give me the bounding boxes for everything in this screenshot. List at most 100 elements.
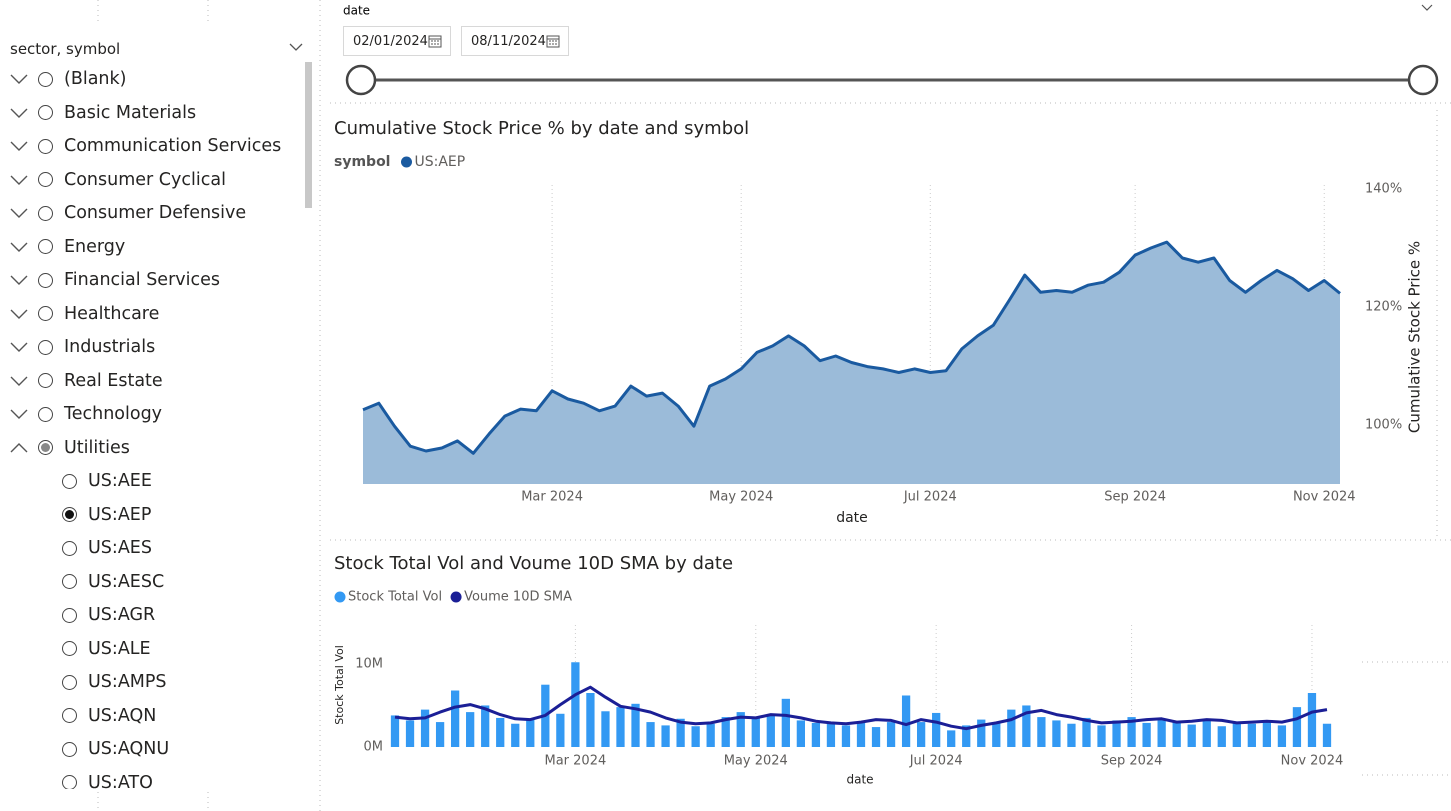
- symbol-item[interactable]: US:AEP: [62, 500, 151, 530]
- bar: [1127, 717, 1136, 747]
- radio[interactable]: [62, 708, 77, 723]
- bar: [886, 722, 896, 747]
- radio[interactable]: [38, 138, 53, 154]
- collapse-icon[interactable]: [1421, 4, 1433, 11]
- sector-item[interactable]: Consumer Cyclical: [10, 165, 226, 195]
- expand-icon[interactable]: [10, 274, 28, 286]
- sector-item[interactable]: Communication Services: [10, 131, 281, 161]
- sector-label: Real Estate: [64, 370, 163, 391]
- radio[interactable]: [38, 339, 53, 355]
- radio[interactable]: [62, 775, 77, 789]
- radio[interactable]: [38, 440, 53, 455]
- expand-icon[interactable]: [10, 241, 28, 253]
- bar: [1202, 720, 1211, 747]
- bar: [481, 705, 490, 747]
- date-start[interactable]: 02/01/2024: [343, 26, 451, 56]
- sector-item[interactable]: Financial Services: [10, 265, 220, 295]
- sector-label: Consumer Defensive: [64, 203, 247, 223]
- symbol-item[interactable]: US:AES: [62, 533, 152, 563]
- radio[interactable]: [38, 373, 53, 388]
- bar: [871, 727, 881, 747]
- symbol-item[interactable]: US:ALE: [62, 634, 151, 664]
- symbol-item[interactable]: US:AEE: [62, 466, 152, 496]
- bar: [616, 707, 625, 747]
- symbol-item[interactable]: US:AQNU: [62, 734, 169, 764]
- expand-icon[interactable]: [10, 308, 28, 320]
- calendar-icon: [546, 35, 560, 48]
- radio[interactable]: [62, 741, 77, 757]
- expand-icon[interactable]: [10, 174, 28, 186]
- y-axis-title: Cumulative Stock Price %: [1406, 241, 1424, 433]
- sector-label: Communication Services: [64, 136, 282, 156]
- legend-marker: [401, 156, 412, 168]
- bar: [450, 690, 460, 747]
- symbol-label: US:AGR: [88, 605, 156, 625]
- bar: [1082, 717, 1091, 747]
- bar: [766, 715, 775, 747]
- bar: [856, 721, 866, 747]
- sector-item[interactable]: Healthcare: [10, 299, 159, 329]
- expand-icon[interactable]: [10, 140, 28, 152]
- legend-label: US:AEP: [415, 154, 466, 170]
- bar: [1007, 709, 1016, 747]
- radio[interactable]: [38, 71, 53, 87]
- bar: [390, 715, 400, 747]
- radio[interactable]: [62, 473, 77, 489]
- symbol-item[interactable]: US:AESC: [62, 567, 164, 597]
- range-handle-start[interactable]: [345, 64, 377, 96]
- sector-item[interactable]: (Blank): [10, 64, 126, 94]
- x-axis-title: date: [846, 773, 873, 787]
- date-end[interactable]: 08/11/2024: [461, 26, 569, 56]
- symbol-label: US:AEE: [88, 471, 152, 491]
- expand-icon[interactable]: [10, 442, 28, 454]
- bar: [631, 703, 640, 747]
- x-tick-label: Nov 2024: [1281, 754, 1344, 769]
- radio[interactable]: [38, 239, 53, 254]
- radio[interactable]: [62, 574, 77, 589]
- symbol-label: US:AEP: [88, 504, 152, 525]
- scrollbar[interactable]: [305, 62, 312, 208]
- radio[interactable]: [62, 674, 77, 690]
- symbol-item[interactable]: US:AQN: [62, 701, 156, 731]
- expand-icon[interactable]: [10, 207, 28, 219]
- radio[interactable]: [38, 105, 53, 120]
- expand-icon[interactable]: [10, 375, 28, 387]
- symbol-item[interactable]: US:AMPS: [62, 667, 167, 697]
- radio[interactable]: [62, 540, 77, 556]
- sector-item[interactable]: Industrials: [10, 332, 155, 362]
- sector-item[interactable]: Basic Materials: [10, 98, 196, 128]
- symbol-item[interactable]: US:AGR: [62, 600, 155, 630]
- radio[interactable]: [62, 507, 77, 522]
- slicer-menu[interactable]: [289, 42, 303, 52]
- sector-item[interactable]: Real Estate: [10, 366, 163, 396]
- date-slicer-label: date: [343, 4, 370, 18]
- sector-item[interactable]: Utilities: [10, 433, 130, 463]
- sector-label: Financial Services: [64, 270, 220, 290]
- sector-label: Consumer Cyclical: [64, 169, 226, 190]
- sector-label: Industrials: [64, 337, 156, 357]
- radio[interactable]: [38, 306, 53, 321]
- radio[interactable]: [38, 205, 53, 221]
- radio[interactable]: [38, 272, 53, 288]
- sector-item[interactable]: Consumer Defensive: [10, 198, 246, 228]
- symbol-label: US:ALE: [88, 638, 151, 659]
- bar: [916, 722, 926, 747]
- symbol-item[interactable]: US:ATO: [62, 768, 153, 789]
- radio[interactable]: [62, 607, 77, 623]
- radio[interactable]: [62, 641, 77, 656]
- expand-icon[interactable]: [10, 73, 28, 85]
- x-tick-label: Jul 2024: [909, 754, 963, 769]
- radio[interactable]: [38, 406, 53, 422]
- expand-icon[interactable]: [10, 341, 28, 353]
- expand-icon[interactable]: [10, 408, 28, 420]
- sector-item[interactable]: Technology: [10, 399, 162, 429]
- radio[interactable]: [38, 172, 53, 187]
- bar: [1262, 721, 1272, 747]
- expand-icon[interactable]: [10, 107, 28, 119]
- line: [394, 685, 1328, 731]
- bar: [1247, 723, 1256, 747]
- bar: [1217, 726, 1226, 747]
- sector-label: Utilities: [64, 437, 130, 458]
- sector-item[interactable]: Energy: [10, 232, 125, 262]
- range-handle-end[interactable]: [1407, 64, 1439, 96]
